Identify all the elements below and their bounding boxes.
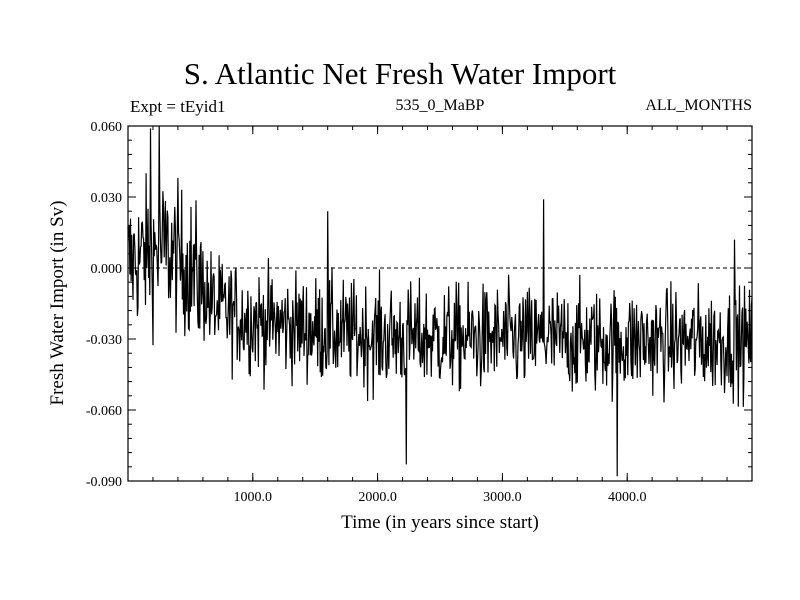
period-label: 535_0_MaBP — [395, 97, 485, 114]
series-line-fresh-water-import — [127, 125, 753, 477]
y-tick-label: -0.030 — [86, 333, 122, 348]
x-tick-label: 4000.0 — [608, 490, 647, 505]
x-tick-label: 1000.0 — [234, 490, 273, 505]
ticks-layer: 0.060 0.030 0.000 -0.030 -0.060 -0.090 1000.0 2… — [86, 120, 752, 505]
x-tick-label: 3000.0 — [483, 490, 522, 505]
x-axis-label: Time (in years since start) — [341, 512, 539, 533]
x-tick-label: 2000.0 — [358, 490, 397, 505]
experiment-label: Expt = tEyid1 — [130, 97, 226, 116]
series-layer — [127, 125, 753, 477]
y-tick-label: 0.030 — [91, 191, 123, 206]
y-tick-label: 0.060 — [91, 120, 123, 135]
y-tick-label: 0.000 — [91, 262, 123, 277]
chart-title: S. Atlantic Net Fresh Water Import — [183, 56, 617, 91]
y-tick-label: -0.090 — [86, 475, 122, 490]
y-tick-label: -0.060 — [86, 404, 122, 419]
plot-frame — [127, 125, 753, 482]
months-label: ALL_MONTHS — [645, 97, 752, 114]
